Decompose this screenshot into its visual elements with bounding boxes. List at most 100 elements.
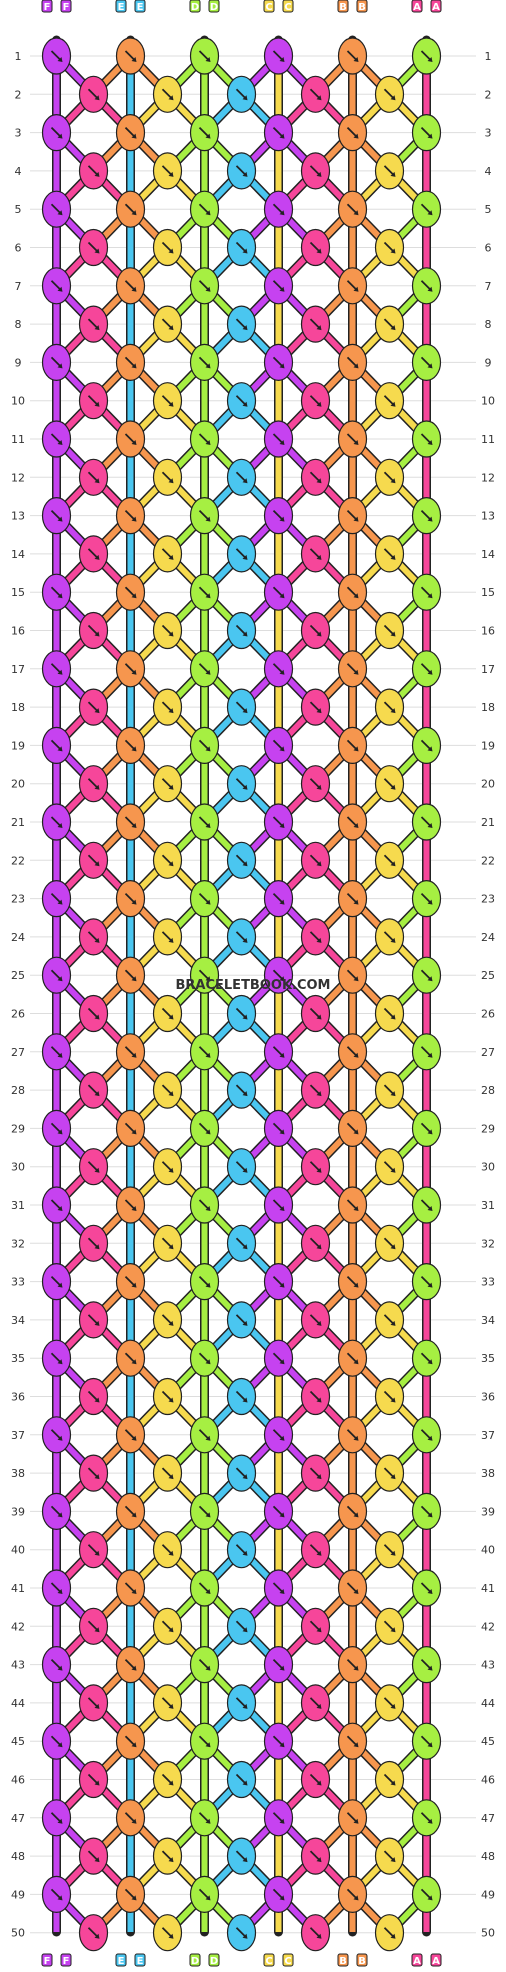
- knot-arrow-icon: [235, 931, 247, 942]
- knot-arrowhead-icon: [279, 1512, 285, 1518]
- knot-arrowhead-icon: [390, 171, 396, 177]
- knot: [152, 382, 183, 420]
- knot-arrow-icon: [383, 88, 395, 99]
- string-label-top: F: [41, 0, 53, 13]
- knot-arrow-icon: [161, 778, 173, 789]
- knot-arrowhead-icon: [131, 1818, 137, 1824]
- row-label-left: 12: [11, 471, 25, 484]
- knot: [374, 1224, 405, 1262]
- knot-arrowhead-icon: [168, 1167, 174, 1173]
- knot-arrowhead-icon: [427, 57, 433, 62]
- knot: [374, 994, 405, 1033]
- knot: [263, 1722, 294, 1760]
- knot-arrow-icon: [124, 1812, 136, 1823]
- knot-arrow-icon: [309, 165, 321, 176]
- knot-arrow-icon: [272, 1812, 284, 1823]
- knot-arrow-icon: [235, 1314, 247, 1325]
- knot-arrow-icon: [50, 969, 62, 980]
- knot: [152, 1148, 183, 1186]
- knot: [115, 650, 146, 688]
- knot: [41, 420, 72, 458]
- knot-arrowhead-icon: [131, 899, 137, 905]
- row-label-right: 25: [481, 969, 495, 982]
- knot: [374, 688, 405, 726]
- knot: [300, 1531, 331, 1569]
- row-label-right: 45: [481, 1735, 495, 1748]
- knot: [78, 75, 109, 113]
- knot-arrow-icon: [87, 1161, 99, 1172]
- knot: [300, 1837, 331, 1875]
- knot: [78, 1837, 109, 1875]
- knot: [115, 1569, 146, 1607]
- string-letter: B: [358, 2, 366, 13]
- knot-arrowhead-icon: [94, 708, 100, 714]
- knot-arrow-icon: [124, 1735, 136, 1746]
- knot-arrowhead-icon: [242, 1397, 248, 1403]
- knot-arrow-icon: [161, 471, 173, 482]
- knot-arrowhead-icon: [353, 1129, 359, 1135]
- knot-arrowhead-icon: [205, 1589, 211, 1594]
- knot: [78, 765, 109, 803]
- knot-arrow-icon: [235, 1697, 247, 1708]
- string-letter: C: [284, 1956, 291, 1967]
- knot-arrow-icon: [420, 280, 432, 291]
- knot-arrowhead-icon: [390, 1857, 396, 1863]
- knot: [374, 1454, 405, 1492]
- knot-arrowhead-icon: [168, 1627, 174, 1633]
- knot: [115, 1875, 146, 1914]
- knot: [263, 1033, 294, 1071]
- string-color-tab: [208, 0, 220, 13]
- knot-arrowhead-icon: [353, 1052, 359, 1058]
- knot: [300, 1454, 331, 1492]
- knot: [78, 611, 109, 650]
- knot: [263, 879, 294, 918]
- knot-arrowhead-icon: [131, 823, 137, 828]
- knot-arrowhead-icon: [168, 171, 174, 177]
- knot-arrowhead-icon: [131, 1435, 137, 1441]
- knot-arrow-icon: [420, 1658, 432, 1670]
- knot-arrow-icon: [50, 1352, 62, 1363]
- knot: [189, 420, 220, 458]
- knot: [337, 1799, 368, 1837]
- knot-arrowhead-icon: [205, 746, 211, 752]
- knot: [78, 1914, 109, 1952]
- knot-arrowhead-icon: [353, 1818, 359, 1824]
- string-color-tab: [263, 0, 275, 13]
- knot-arrow-icon: [383, 701, 395, 712]
- knot-arrowhead-icon: [427, 1129, 433, 1135]
- knot-arrow-icon: [87, 1850, 99, 1861]
- knot-arrowhead-icon: [242, 1474, 248, 1480]
- knot-arrowhead-icon: [353, 1665, 359, 1671]
- knot-arrow-icon: [161, 1927, 173, 1938]
- knot-arrowhead-icon: [316, 708, 322, 714]
- knot: [152, 1224, 183, 1262]
- row-label-left: 15: [11, 586, 25, 599]
- knot-arrow-icon: [161, 548, 173, 559]
- knot-arrow-icon: [235, 471, 247, 482]
- knot-arrow-icon: [50, 50, 62, 61]
- knot-arrow-icon: [346, 1275, 358, 1287]
- row-label-left: 3: [15, 127, 22, 140]
- knot-arrowhead-icon: [94, 554, 100, 560]
- knot-arrowhead-icon: [57, 1512, 63, 1518]
- row-label-right: 15: [481, 586, 495, 599]
- knot: [189, 37, 220, 75]
- knot-arrowhead-icon: [242, 1933, 248, 1939]
- knot-arrowhead-icon: [242, 631, 248, 637]
- knot: [263, 1492, 294, 1531]
- knot-arrowhead-icon: [94, 631, 100, 637]
- knot-arrow-icon: [124, 663, 136, 674]
- knot: [78, 918, 109, 956]
- knot-arrow-icon: [309, 88, 321, 99]
- knot-arrow-icon: [420, 1888, 432, 1900]
- knot-arrow-icon: [50, 1812, 62, 1823]
- knot: [300, 611, 331, 650]
- knot: [226, 1760, 257, 1799]
- knot: [226, 1837, 257, 1875]
- knot-arrow-icon: [50, 1199, 62, 1210]
- row-label-left: 50: [11, 1927, 25, 1940]
- knot-arrow-icon: [272, 1505, 284, 1517]
- knot-arrowhead-icon: [168, 1780, 174, 1786]
- knot: [226, 1377, 257, 1416]
